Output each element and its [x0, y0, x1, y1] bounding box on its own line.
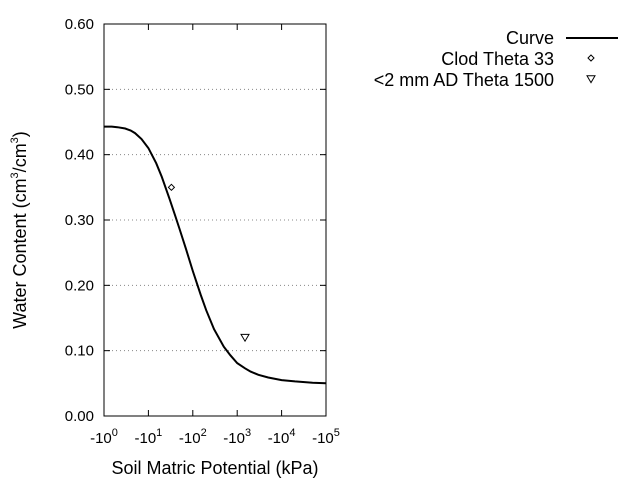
marker-clod-theta-33	[167, 183, 176, 192]
data-markers	[167, 183, 250, 343]
y-axis-title: Water Content (cm3/cm3)	[9, 131, 30, 329]
x-tick-label: -102	[179, 427, 207, 447]
axis-ticks	[103, 23, 327, 417]
y-tick-label: 0.20	[65, 277, 94, 294]
y-tick-label: 0.50	[65, 81, 94, 98]
x-tick-label: -105	[312, 427, 340, 447]
legend: Curve Clod Theta 33 <2 mm AD Theta 1500	[374, 28, 618, 90]
x-axis-title: Soil Matric Potential (kPa)	[111, 458, 318, 478]
y-tick-label: 0.40	[65, 147, 94, 164]
y-tick-label: 0.60	[65, 16, 94, 33]
x-tick-label: -100	[90, 427, 118, 447]
legend-label-curve: Curve	[506, 28, 554, 48]
legend-swatch-clod-theta-33	[587, 54, 595, 62]
y-tick-label: 0.10	[65, 343, 94, 360]
legend-marker-diamond	[587, 54, 595, 62]
x-tick-labels: -100 -101 -102 -103 -104 -105	[90, 427, 340, 447]
x-tick-label: -104	[268, 427, 296, 447]
x-tick-label: -103	[223, 427, 251, 447]
y-tick-label: 0.30	[65, 212, 94, 229]
x-tick-label: -101	[134, 427, 162, 447]
marker-ad-theta-1500	[240, 333, 250, 343]
legend-swatch-ad-theta-1500	[586, 75, 596, 84]
series-line-curve	[104, 125, 327, 385]
legend-marker-triangle	[586, 75, 596, 84]
legend-label-ad-theta-1500: <2 mm AD Theta 1500	[374, 70, 554, 90]
legend-label-clod-theta-33: Clod Theta 33	[441, 49, 554, 69]
y-tick-label: 0.00	[65, 408, 94, 425]
y-tick-labels: 0.00 0.10 0.20 0.30 0.40 0.50 0.60	[65, 16, 94, 425]
grid-lines	[104, 88, 326, 352]
